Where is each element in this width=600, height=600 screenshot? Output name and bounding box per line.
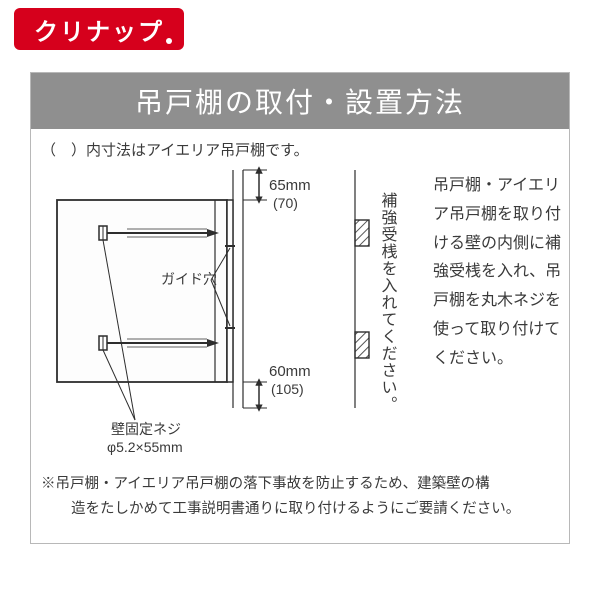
caution-text: ※吊戸棚・アイエリア吊戸棚の落下事故を防止するため、建築壁の構 造をたしかめて工… (31, 470, 569, 521)
instruction-panel: 吊戸棚の取付・設置方法 （ ）内寸法はアイエリア吊戸棚です。 (30, 72, 570, 544)
vertical-note: 補強受桟を入れてください。 (379, 192, 398, 413)
title-bar: 吊戸棚の取付・設置方法 (31, 73, 569, 129)
brand-logo: クリナップ (14, 8, 184, 50)
caution-line2: 造をたしかめて工事説明書通りに取り付けるようにご要請ください。 (41, 497, 559, 522)
caution-line1: ※吊戸棚・アイエリア吊戸棚の落下事故を防止するため、建築壁の構 (41, 472, 559, 497)
reinforce-top (355, 220, 369, 246)
screw-label: 壁固定ネジ (111, 421, 181, 437)
installation-diagram: 65mm (70) 60mm (105) (37, 160, 427, 460)
dim-top: 65mm (269, 177, 311, 194)
side-instruction-text: 吊戸棚・アイエリア吊戸棚を取り付ける壁の内側に補強受桟を入れ、吊戸棚を丸木ネジを… (433, 172, 563, 374)
page-title: 吊戸棚の取付・設置方法 (135, 81, 465, 121)
subtitle-note: （ ）内寸法はアイエリア吊戸棚です。 (31, 129, 569, 160)
content-area: 65mm (70) 60mm (105) (31, 160, 569, 470)
dim-top-alt: (70) (273, 195, 298, 211)
screw-spec: φ5.2×55mm (107, 439, 183, 455)
dim-bottom-alt: (105) (271, 381, 304, 397)
dim-bottom: 60mm (269, 363, 311, 380)
reinforce-bottom (355, 332, 369, 358)
brand-logo-text: クリナップ (34, 12, 164, 47)
guide-hole-label: ガイド穴 (161, 271, 217, 287)
brand-logo-dot (166, 38, 172, 44)
